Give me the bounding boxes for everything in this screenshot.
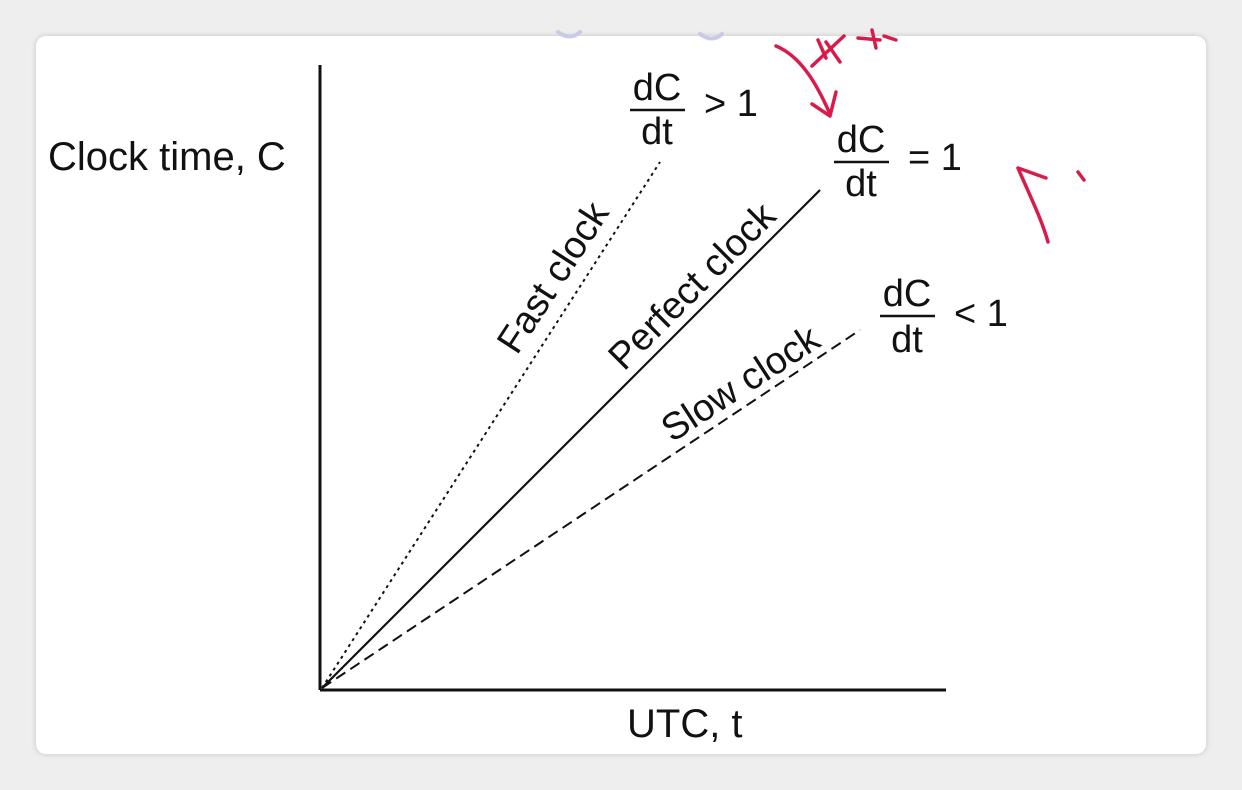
perfect-derivative-formula: dC dt = 1 [834, 119, 962, 205]
perfect-clock-line [321, 189, 821, 689]
annotation-arrow-down [774, 44, 832, 116]
annotation-scribble [810, 28, 898, 68]
slow-clock-label: Slow clock [654, 317, 828, 451]
x-axis-label: UTC, t [627, 702, 743, 746]
fast-clock-label: Fast clock [489, 194, 618, 361]
y-axis-label: Clock time, C [48, 135, 286, 179]
slow-formula-numerator: dC [883, 273, 932, 315]
handwritten-annotations [774, 28, 1086, 244]
fast-formula-denominator: dt [641, 111, 673, 153]
figure-card [36, 36, 1206, 754]
fast-formula-numerator: dC [633, 67, 682, 109]
slow-formula-relation: < 1 [954, 293, 1008, 335]
fast-clock-line [321, 161, 661, 689]
slow-derivative-formula: dC dt < 1 [880, 273, 1008, 361]
annotation-dot [1076, 170, 1086, 182]
annotation-arrow-up [1016, 166, 1050, 244]
fast-derivative-formula: dC dt > 1 [630, 67, 758, 153]
fast-formula-relation: > 1 [704, 83, 758, 125]
annotation-arrowhead-down [810, 90, 838, 118]
slow-clock-line [321, 329, 861, 689]
perfect-formula-numerator: dC [837, 119, 886, 161]
perfect-formula-relation: = 1 [908, 137, 962, 179]
faint-top-marks [556, 30, 724, 41]
perfect-formula-denominator: dt [845, 163, 877, 205]
slow-formula-denominator: dt [891, 319, 923, 361]
